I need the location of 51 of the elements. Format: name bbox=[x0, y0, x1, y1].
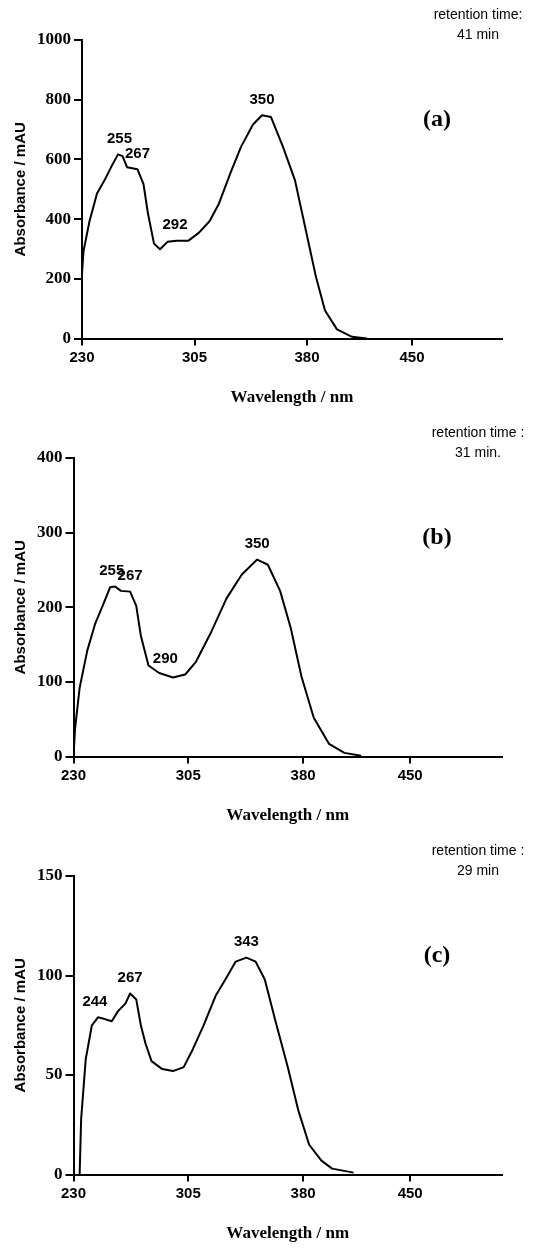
x-tick-label: 380 bbox=[290, 1183, 316, 1201]
annotation: 31 min. bbox=[455, 443, 501, 460]
x-axis-title: Wavelength / nm bbox=[230, 387, 354, 407]
x-tick-label: 230 bbox=[60, 765, 87, 783]
y-tick-label: 600 bbox=[45, 148, 71, 168]
y-tick-label: 150 bbox=[37, 865, 63, 885]
y-axis-title: Absorbance / mAU bbox=[11, 122, 29, 257]
annotation: 292 bbox=[162, 215, 188, 233]
y-tick-label: 100 bbox=[37, 964, 63, 984]
y-tick-label: 0 bbox=[62, 327, 71, 347]
annotation: 255 bbox=[106, 129, 133, 146]
annotation: 343 bbox=[233, 932, 259, 950]
x-axis-title: Wavelength / nm bbox=[226, 1223, 350, 1243]
y-tick-label: 100 bbox=[37, 671, 63, 691]
x-tick-label: 305 bbox=[175, 765, 201, 783]
annotation: 29 min bbox=[456, 861, 500, 878]
text: (b) bbox=[422, 523, 452, 550]
y-tick-label: 0 bbox=[54, 1163, 63, 1183]
x-tick-label: 450 bbox=[397, 765, 423, 783]
annotation: 350 bbox=[244, 534, 270, 552]
annotation: 350 bbox=[249, 89, 275, 107]
x-tick-label: 450 bbox=[399, 347, 425, 365]
y-axis-title: Absorbance / mAU bbox=[11, 540, 29, 675]
annotation: 267 bbox=[124, 143, 151, 161]
y-tick-label: 300 bbox=[37, 522, 63, 542]
y-axis-title: Absorbance / mAU bbox=[11, 958, 29, 1093]
y-tick-label: 1000 bbox=[37, 29, 71, 49]
text: (a) bbox=[423, 105, 451, 132]
x-tick-label: 305 bbox=[175, 1183, 201, 1201]
y-tick-label: 50 bbox=[45, 1064, 63, 1084]
x-tick-label: 380 bbox=[294, 347, 320, 365]
x-tick-label: 450 bbox=[397, 1183, 423, 1201]
x-tick-label: 230 bbox=[69, 347, 95, 365]
x-tick-label: 230 bbox=[60, 1183, 87, 1201]
annotation: 267 bbox=[117, 968, 143, 986]
text: (c) bbox=[423, 941, 451, 968]
text: retention time: bbox=[433, 5, 523, 22]
y-tick-label: 200 bbox=[37, 596, 63, 616]
x-tick-label: 380 bbox=[290, 765, 316, 783]
y-tick-label: 400 bbox=[45, 208, 71, 228]
annotation: 244 bbox=[82, 991, 109, 1009]
text: retention time : bbox=[431, 841, 525, 858]
x-tick-label: 305 bbox=[181, 347, 208, 365]
annotation: 290 bbox=[152, 649, 178, 667]
y-tick-label: 200 bbox=[45, 268, 71, 288]
y-tick-label: 0 bbox=[54, 745, 63, 765]
y-tick-label: 800 bbox=[45, 89, 71, 109]
y-tick-label: 400 bbox=[37, 447, 63, 467]
x-axis-title: Wavelength / nm bbox=[226, 805, 350, 825]
annotation: 41 min bbox=[456, 25, 500, 42]
text: retention time : bbox=[431, 423, 525, 440]
